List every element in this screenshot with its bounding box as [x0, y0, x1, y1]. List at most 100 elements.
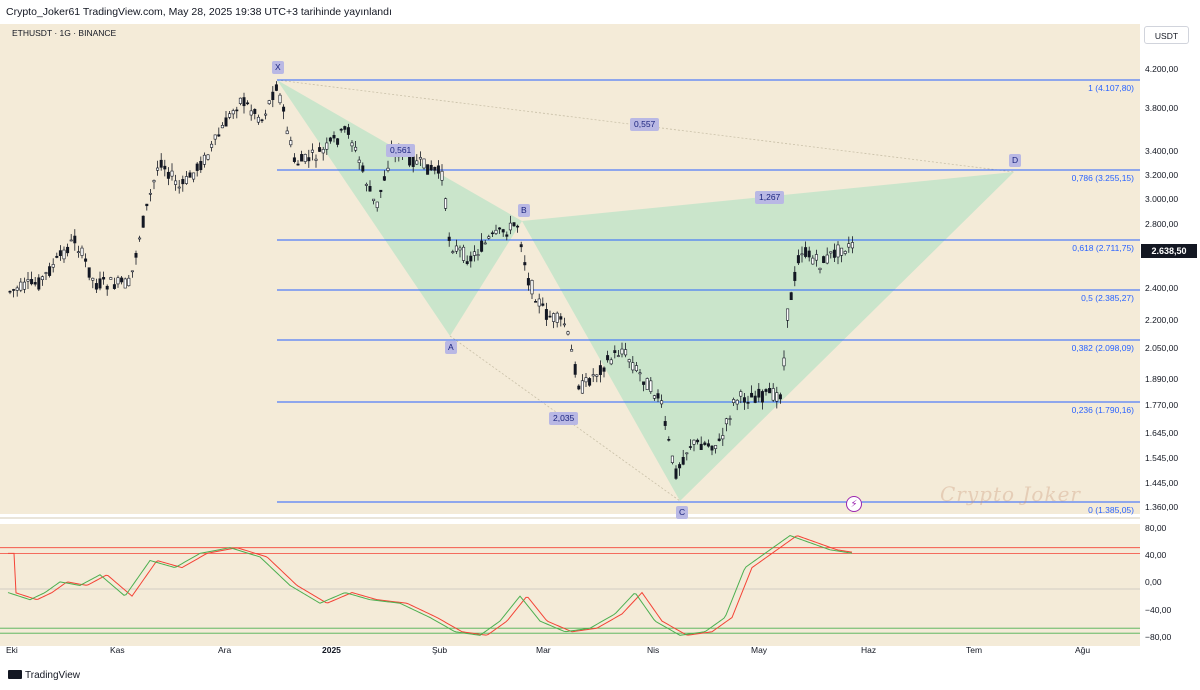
candle-body	[354, 146, 358, 151]
time-axis-label: Ağu	[1075, 645, 1091, 655]
candle-body	[573, 364, 577, 375]
candle-body	[804, 247, 808, 257]
candle-body	[724, 418, 728, 425]
candle-body	[688, 446, 692, 448]
candle-body	[37, 277, 41, 290]
oscillator-axis-label: 0,00	[1145, 577, 1162, 587]
candle-body	[606, 355, 610, 361]
candle-body	[264, 113, 268, 116]
candle-body	[710, 445, 714, 451]
fib-level-label: 0,5 (2.385,27)	[1081, 293, 1134, 303]
osc-main-line	[7, 535, 853, 636]
time-axis-label: Kas	[110, 645, 125, 655]
candle-body	[822, 256, 826, 263]
lightning-icon[interactable]: ⚡	[846, 496, 862, 512]
candle-body	[703, 442, 707, 445]
oscillator-axis-label: −40,00	[1145, 605, 1172, 615]
candle-body	[843, 251, 847, 254]
time-axis-label: Şub	[432, 645, 448, 655]
candle-body	[310, 149, 314, 153]
candle-body	[490, 232, 494, 235]
candle-body	[307, 157, 311, 162]
candle-body	[55, 255, 59, 258]
candle-body	[368, 186, 372, 192]
time-axis-label: Haz	[861, 645, 877, 655]
candle-body	[559, 316, 563, 320]
candle-body	[418, 157, 422, 160]
candle-body	[357, 159, 361, 163]
candle-body	[109, 277, 113, 280]
candle-body	[487, 236, 491, 239]
candle-body	[505, 234, 509, 237]
candle-body	[652, 395, 656, 399]
currency-button[interactable]: USDT	[1144, 26, 1189, 44]
candle-body	[613, 350, 617, 354]
candle-body	[73, 235, 77, 244]
candle-body	[364, 183, 368, 186]
candle-body	[534, 301, 538, 303]
tradingview-logo-icon	[8, 670, 22, 679]
candle-body	[22, 281, 26, 290]
pattern-point-d: D	[1009, 154, 1022, 167]
price-axis-label: 1.890,00	[1145, 374, 1179, 384]
candle-body	[19, 281, 23, 291]
candle-body	[134, 253, 138, 258]
candle-body	[102, 277, 106, 280]
pattern-point-c: C	[676, 506, 689, 519]
candle-body	[541, 303, 545, 306]
candle-body	[206, 154, 210, 160]
candle-body	[436, 165, 440, 174]
pattern-bcd-fill	[522, 172, 1014, 501]
tradingview-brand-text: TradingView	[25, 670, 81, 681]
candle-body	[177, 186, 181, 189]
symbol-label[interactable]: ETHUSDT · 1G · BINANCE	[12, 28, 117, 38]
candle-body	[832, 249, 836, 258]
candle-body	[645, 378, 649, 390]
fib-level-label: 0,618 (2.711,75)	[1072, 243, 1134, 253]
candle-body	[667, 438, 671, 441]
candle-body	[501, 229, 505, 233]
candle-body	[58, 250, 62, 257]
candle-body	[544, 309, 548, 320]
candle-body	[15, 287, 19, 291]
candle-body	[192, 172, 196, 180]
candle-body	[138, 237, 142, 240]
candle-body	[660, 400, 664, 405]
candle-body	[433, 166, 437, 171]
candle-body	[609, 359, 613, 365]
tradingview-logo[interactable]: TradingView	[8, 670, 80, 681]
candle-body	[40, 276, 44, 281]
candle-body	[26, 279, 30, 282]
price-axis-label: 1.445,00	[1145, 478, 1179, 488]
candle-body	[282, 106, 286, 112]
candle-body	[836, 244, 840, 258]
fib-level-label: 0,382 (2.098,09)	[1071, 343, 1134, 353]
candle-body	[512, 222, 516, 227]
price-chart-svg[interactable]	[0, 24, 1200, 664]
candle-body	[706, 443, 710, 447]
candle-body	[537, 298, 541, 307]
candle-body	[339, 128, 343, 131]
candle-body	[818, 267, 822, 270]
candle-body	[379, 189, 383, 192]
candle-body	[570, 349, 574, 352]
candle-body	[494, 229, 498, 234]
oscillator-axis-label: −80,00	[1145, 632, 1172, 642]
candle-body	[112, 284, 116, 289]
candle-body	[483, 242, 487, 245]
chart-area[interactable]: ETHUSDT · 1G · BINANCE USDT 4.200,00 3.80…	[0, 24, 1200, 664]
candle-body	[526, 278, 530, 286]
candle-body	[127, 277, 131, 287]
time-axis-label: May	[751, 645, 768, 655]
candle-body	[580, 380, 584, 394]
candle-body	[350, 142, 354, 147]
price-axis-label: 3.200,00	[1145, 170, 1179, 180]
candle-body	[87, 267, 91, 278]
candle-body	[267, 100, 271, 105]
price-axis-label: 2.050,00	[1145, 343, 1179, 353]
candle-body	[249, 110, 253, 116]
candle-body	[552, 313, 556, 322]
candle-body	[757, 388, 761, 398]
time-axis-label: Nis	[647, 645, 660, 655]
candle-body	[321, 149, 325, 154]
